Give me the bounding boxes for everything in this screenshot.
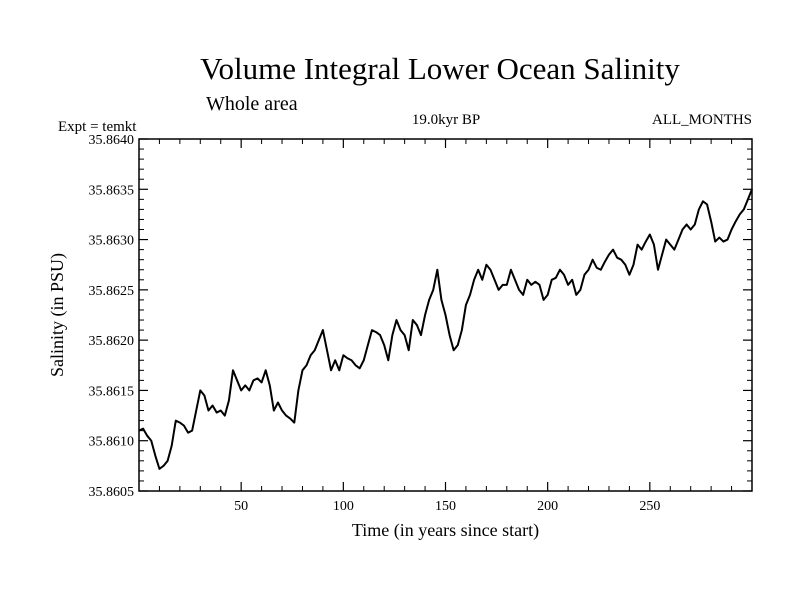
x-tick-label: 250 — [639, 499, 660, 514]
period-note: 19.0kyr BP — [412, 112, 480, 128]
y-axis-ticks: 35.8605 35.8610 35.8615 35.8620 35.8625 35.86… — [89, 133, 752, 500]
experiment-note: Expt = temkt — [58, 119, 137, 135]
y-tick-label: 35.8605 — [89, 485, 135, 500]
x-axis-ticks: 50 100 150 200 250 — [158, 139, 733, 514]
chart-title: Volume Integral Lower Ocean Salinity — [200, 51, 680, 86]
y-tick-label: 35.8635 — [89, 183, 135, 198]
y-tick-label: 35.8625 — [89, 284, 135, 299]
y-tick-label: 35.8630 — [89, 234, 135, 249]
x-tick-label: 100 — [333, 499, 354, 514]
salinity-series-line — [138, 188, 753, 470]
y-tick-label: 35.8620 — [89, 334, 135, 349]
y-tick-label: 35.8615 — [89, 384, 135, 399]
y-tick-label: 35.8610 — [89, 435, 135, 450]
x-tick-label: 150 — [435, 499, 456, 514]
x-tick-label: 50 — [234, 499, 248, 514]
y-axis-label: Salinity (in PSU) — [47, 253, 68, 377]
months-note: ALL_MONTHS — [652, 112, 752, 128]
x-axis-label: Time (in years since start) — [352, 520, 539, 541]
y-tick-label: 35.8640 — [89, 133, 135, 148]
chart-subtitle: Whole area — [206, 93, 298, 115]
plot-frame — [138, 138, 753, 492]
x-tick-label: 200 — [537, 499, 558, 514]
